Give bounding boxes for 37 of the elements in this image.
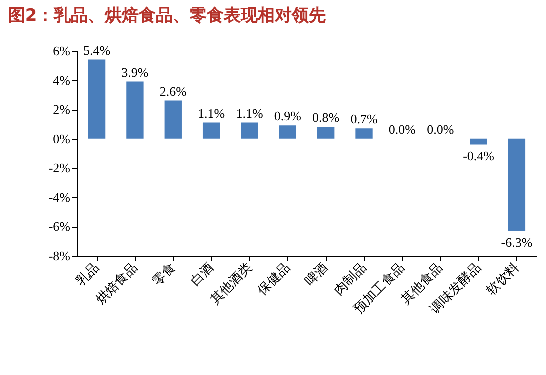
data-label: 0.7% bbox=[350, 112, 378, 127]
data-label: 0.9% bbox=[274, 108, 302, 124]
data-label: 0.0% bbox=[427, 122, 454, 137]
data-label: 1.1% bbox=[198, 106, 226, 121]
y-tick-label: -8% bbox=[48, 248, 71, 264]
bar bbox=[508, 138, 526, 232]
x-tick-label: 零食 bbox=[149, 260, 178, 289]
bar bbox=[241, 122, 258, 139]
data-label: -0.4% bbox=[463, 148, 495, 164]
data-label: 5.4% bbox=[83, 42, 111, 58]
y-tick-label: 4% bbox=[53, 72, 71, 88]
x-tick-label: 乳品 bbox=[73, 260, 102, 289]
x-tick-label: 白酒 bbox=[188, 260, 217, 289]
data-label: 0.0% bbox=[388, 122, 416, 137]
y-tick-label: -4% bbox=[48, 190, 71, 205]
bar bbox=[126, 82, 144, 139]
bar bbox=[164, 100, 182, 139]
x-tick-label: 啤酒 bbox=[302, 260, 332, 289]
y-tick-label: -6% bbox=[48, 219, 71, 234]
data-label: -6.3% bbox=[501, 235, 533, 250]
chart-title: 图2：乳品、烘焙食品、零食表现相对领先 bbox=[8, 6, 326, 26]
data-label: 1.1% bbox=[236, 106, 264, 121]
x-tick-label: 保健品 bbox=[254, 260, 293, 298]
bar bbox=[279, 126, 296, 139]
y-tick-label: 0% bbox=[53, 131, 71, 146]
data-label: 2.6% bbox=[160, 84, 188, 99]
y-tick-label: -2% bbox=[48, 160, 71, 176]
y-tick-label: 6% bbox=[53, 44, 71, 58]
bar bbox=[88, 60, 106, 139]
bar bbox=[470, 138, 488, 145]
data-label: 0.8% bbox=[312, 110, 340, 126]
bar bbox=[202, 122, 220, 139]
y-tick-label: 2% bbox=[53, 102, 71, 118]
bar bbox=[318, 127, 335, 139]
data-label: 3.9% bbox=[122, 64, 149, 80]
bar bbox=[356, 128, 373, 139]
x-tick-label: 软饮料 bbox=[484, 260, 522, 298]
